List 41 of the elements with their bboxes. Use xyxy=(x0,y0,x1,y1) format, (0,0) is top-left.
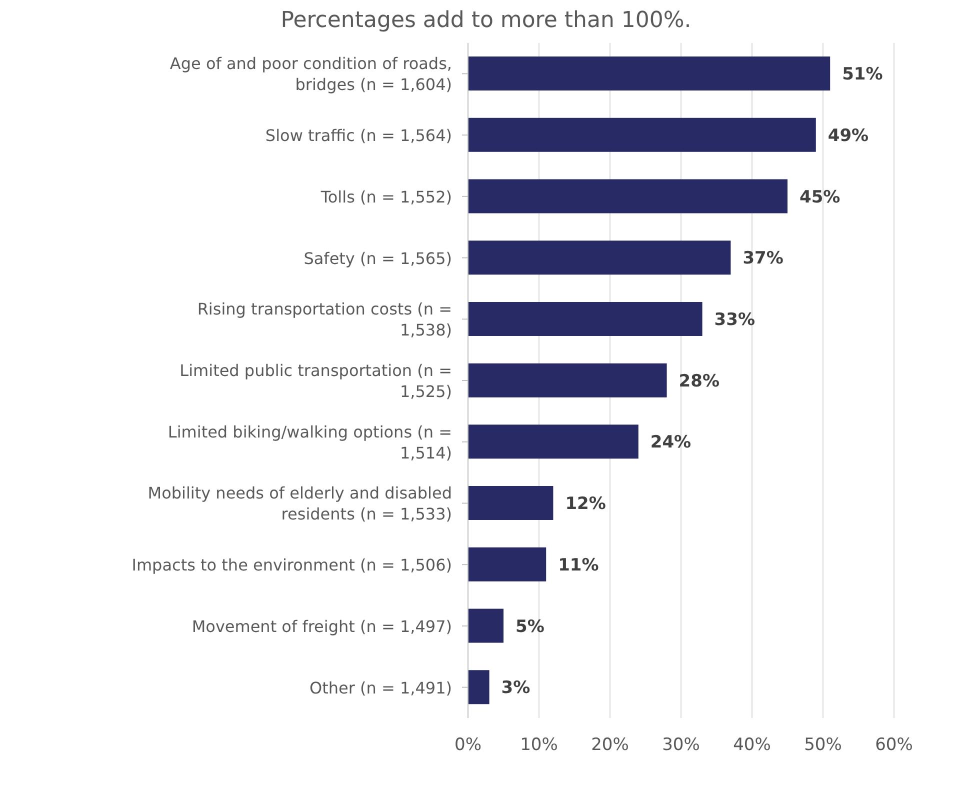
x-tick-label: 40% xyxy=(733,735,771,756)
data-label: 33% xyxy=(714,310,756,330)
x-tick-label: 30% xyxy=(662,735,700,756)
data-label: 24% xyxy=(650,432,692,453)
bar xyxy=(468,670,490,704)
x-tick-label: 10% xyxy=(520,735,558,756)
data-label: 28% xyxy=(678,371,720,392)
y-tick-label: Limited biking/walking options (n = 1,514) xyxy=(168,422,452,462)
data-label: 45% xyxy=(800,187,840,208)
data-label: 11% xyxy=(558,555,599,576)
bar xyxy=(468,179,788,214)
y-tick-label: Rising transportation costs (n = 1,538) xyxy=(197,300,452,340)
bar xyxy=(468,547,546,582)
y-tick-label: Limited public transportation (n = 1,525) xyxy=(180,361,452,401)
y-tick-label: Age of and poor condition of roads, bridges (n = 1,604) xyxy=(170,54,452,94)
data-label: 37% xyxy=(742,248,784,269)
bar xyxy=(468,608,504,643)
data-label: 51% xyxy=(842,64,883,85)
x-tick-label: 20% xyxy=(591,735,629,756)
y-tick-label: Mobility needs of elderly and disabled residents (n = 1,533) xyxy=(148,484,452,524)
y-tick-label: Other (n = 1,491) xyxy=(309,678,452,698)
bar xyxy=(468,486,554,520)
bar xyxy=(468,118,816,152)
y-tick-label: Tolls (n = 1,552) xyxy=(320,187,452,206)
data-label: 12% xyxy=(565,494,606,514)
y-tick-label: Slow traffic (n = 1,564) xyxy=(265,126,452,146)
x-tick-label: 60% xyxy=(875,735,913,756)
y-tick-label: Safety (n = 1,565) xyxy=(304,248,452,268)
chart-subtitle: Percentages add to more than 100%. xyxy=(280,8,692,35)
y-tick-label: Movement of freight (n = 1,497) xyxy=(192,616,452,636)
data-label: 5% xyxy=(516,616,544,637)
bar xyxy=(468,56,830,90)
x-tick-label: 50% xyxy=(804,735,842,756)
data-label: 49% xyxy=(828,126,869,146)
bar xyxy=(468,240,731,275)
y-tick-label: Impacts to the environment (n = 1,506) xyxy=(132,556,452,575)
bar xyxy=(468,424,638,459)
x-tick-label: 0% xyxy=(454,735,482,756)
bar xyxy=(468,302,702,336)
bar xyxy=(468,363,667,398)
data-label: 3% xyxy=(501,678,530,698)
